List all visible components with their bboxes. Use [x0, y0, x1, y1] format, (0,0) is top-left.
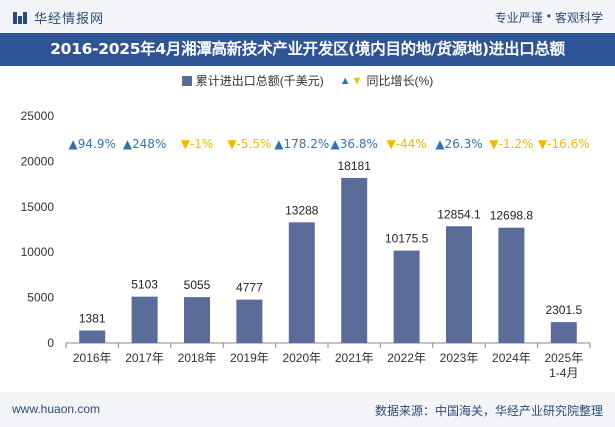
data-label: 18181: [338, 159, 372, 173]
y-tick-label: 5000: [27, 291, 54, 305]
data-label: 1381: [79, 311, 106, 325]
brand-logo-icon: [13, 11, 27, 24]
data-label: 12854.1: [437, 207, 481, 221]
legend-bar-series[interactable]: 累计进出口总额(千美元): [181, 72, 324, 89]
data-label: 12698.8: [490, 209, 534, 223]
bar[interactable]: [236, 299, 263, 343]
data-label: 10175.5: [385, 232, 429, 246]
tag-objective: 客观科学: [554, 11, 603, 25]
data-label: 5055: [184, 278, 211, 292]
x-tick-label: 2023年: [440, 351, 479, 365]
growth-label: ▲36.8%: [331, 137, 378, 151]
growth-label: ▲26.3%: [435, 137, 482, 151]
brand-name: 华经情报网: [34, 11, 105, 26]
bar[interactable]: [131, 296, 158, 343]
bar-chart: 0 5000 10000 15000 20000 25000 1381 2016年 ▲94.9%…: [21, 109, 591, 380]
bar[interactable]: [184, 297, 210, 343]
x-tick-label: 2021年: [335, 351, 374, 365]
y-tick-label: 25000: [21, 109, 55, 123]
x-tick-label: 2024年: [492, 351, 531, 365]
data-label: 13288: [285, 203, 319, 217]
website-link[interactable]: www.huaon.com: [12, 402, 101, 416]
x-tick-label: 2016年: [73, 351, 112, 365]
bar[interactable]: [341, 177, 368, 343]
growth-label: ▲178.2%: [274, 137, 329, 151]
bar[interactable]: [446, 226, 472, 343]
chart-legend: 累计进出口总额(千美元) ▲ ▼ 同比增长(%): [0, 72, 615, 89]
growth-label: ▲94.9%: [69, 137, 116, 151]
bar[interactable]: [550, 322, 577, 343]
data-source: 数据来源：中国海关，华经产业研究院整理: [374, 404, 603, 418]
growth-label: ▼-44%: [386, 137, 426, 151]
legend-bar-swatch: [181, 75, 192, 86]
growth-label: ▲248%: [123, 137, 167, 151]
bar[interactable]: [79, 330, 106, 343]
growth-label: ▼-16.6%: [538, 137, 590, 151]
y-tick-label: 20000: [21, 154, 55, 168]
chart-title: 2016-2025年4月湘潭高新技术产业开发区(境内目的地/货源地)进出口总额: [50, 40, 565, 58]
triangle-up-icon: ▲: [339, 74, 351, 87]
legend-bar-label: 累计进出口总额(千美元): [195, 74, 324, 88]
x-tick-label: 2019年: [230, 351, 269, 365]
bar[interactable]: [498, 227, 525, 343]
data-label: 4777: [236, 281, 263, 295]
data-label: 5103: [131, 278, 158, 292]
growth-label: ▼-5.5%: [227, 137, 271, 151]
top-tags: 专业严谨 • 客观科学: [495, 9, 603, 26]
separator-dot: •: [546, 9, 551, 23]
x-tick-label: 1-4月: [549, 366, 578, 380]
growth-label: ▼-1%: [181, 137, 214, 151]
brand[interactable]: 华经情报网: [12, 8, 104, 27]
legend-growth-series[interactable]: ▲ ▼ 同比增长(%): [340, 72, 433, 89]
x-tick-label: 2018年: [178, 351, 217, 365]
bar[interactable]: [288, 222, 315, 343]
top-bar: 华经情报网 专业严谨 • 客观科学: [0, 0, 615, 33]
x-tick-label: 2025年: [544, 351, 583, 365]
title-bar: 2016-2025年4月湘潭高新技术产业开发区(境内目的地/货源地)进出口总额: [0, 33, 615, 66]
x-tick-label: 2022年: [387, 351, 426, 365]
x-tick-label: 2017年: [125, 351, 164, 365]
y-tick-label: 10000: [21, 245, 55, 259]
triangle-down-icon: ▼: [351, 74, 363, 87]
footer: www.huaon.com 数据来源：中国海关，华经产业研究院整理: [0, 392, 615, 427]
x-tick-label: 2020年: [282, 351, 321, 365]
data-label: 2301.5: [545, 303, 582, 317]
growth-label: ▼-1.2%: [489, 137, 533, 151]
tag-professional: 专业严谨: [494, 11, 543, 25]
legend-growth-label: 同比增长(%): [366, 74, 434, 88]
y-tick-label: 15000: [21, 200, 55, 214]
y-tick-label: 0: [47, 336, 54, 350]
bar[interactable]: [393, 250, 420, 343]
